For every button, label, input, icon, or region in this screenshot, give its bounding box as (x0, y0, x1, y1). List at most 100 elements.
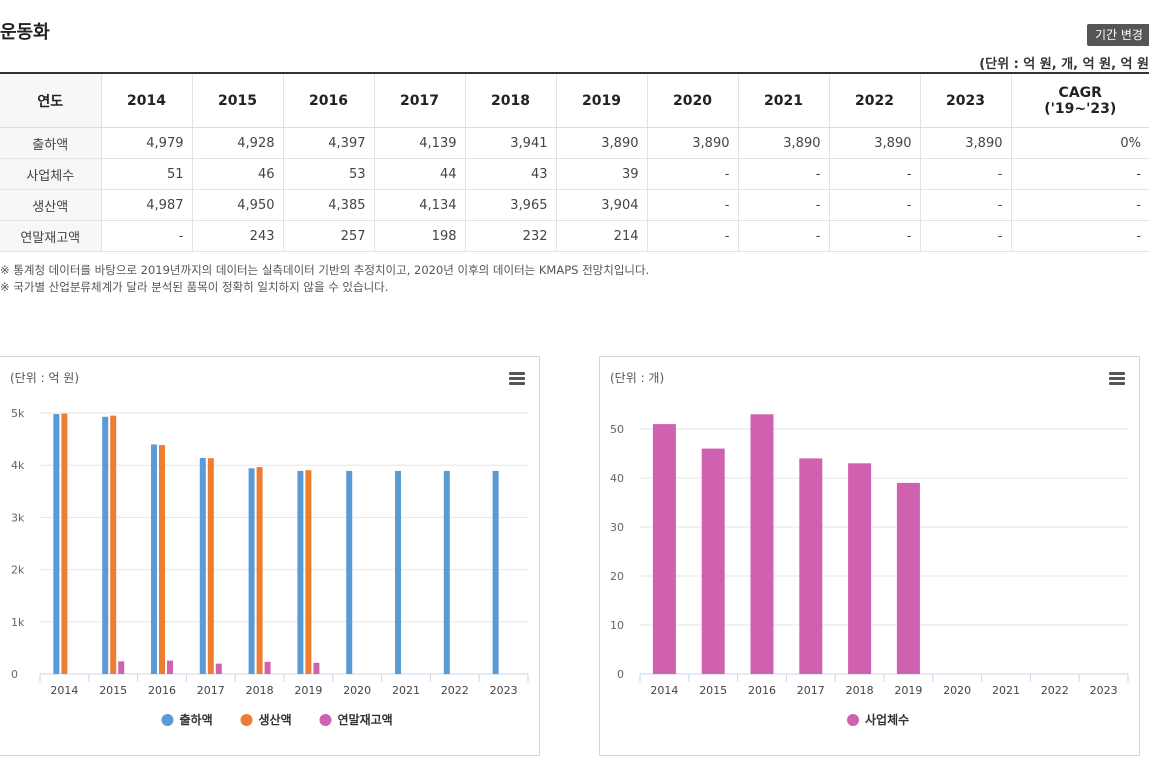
businesses-bar-chart: 0 10 20 30 40 50 2014 2015 2016 2017 2018 2019 2020 2… (610, 414, 1129, 727)
header-2019: 2019 (555, 73, 647, 128)
bar-출하액-2015 (102, 416, 109, 674)
table-cell: 44 (373, 158, 465, 190)
table-cell: 4,134 (373, 189, 465, 221)
table-cell: - (828, 158, 920, 190)
table-cell: - (646, 189, 738, 221)
header-cagr: CAGR ('19~'23) (1010, 73, 1149, 128)
legend-marker-circle (847, 714, 859, 726)
row-label: 연말재고액 (0, 220, 101, 252)
cagr-cell: - (1010, 189, 1149, 221)
table-cell: 51 (100, 158, 192, 190)
table-cell: 4,928 (191, 127, 283, 159)
legend-item: 연말재고액 (338, 712, 393, 727)
x-tick-label: 2020 (343, 684, 371, 697)
bar-사업체수-2019 (896, 482, 920, 674)
legend-marker-circle (240, 714, 253, 726)
bar-사업체수-2018 (848, 463, 872, 674)
x-tick-label: 2019 (294, 684, 322, 697)
table-cell: - (737, 158, 829, 190)
header-2021: 2021 (737, 73, 829, 128)
table-cell: 4,987 (100, 189, 192, 221)
x-tick-label: 2019 (894, 684, 922, 697)
amount-bar-chart: 0 1k 2k 3k 4k 5k 2014 2015 2016 2017 2018 2019 2020 2… (11, 407, 529, 727)
businesses-chart-panel: (단위 : 개) 0 10 20 30 40 50 2014 2015 2016 2017 2018… (599, 356, 1140, 756)
legend-item: 사업체수 (865, 712, 909, 727)
x-tick-label: 2021 (392, 684, 420, 697)
y-tick-label: 3k (11, 511, 25, 524)
header-2020: 2020 (646, 73, 738, 128)
table-cell: - (919, 158, 1011, 190)
y-tick-label: 4k (11, 459, 25, 472)
table-cell: - (100, 220, 192, 252)
bar-사업체수-2016 (750, 414, 774, 674)
table-cell: 3,890 (646, 127, 738, 159)
y-tick-label: 0 (617, 668, 624, 681)
y-tick-label: 1k (11, 616, 25, 629)
y-tick-label: 0 (11, 668, 18, 681)
table-cell: - (737, 189, 829, 221)
legend-item: 출하액 (180, 712, 213, 727)
table-row: 생산액 4,987 4,950 4,385 4,134 3,965 3,904- - - - - (0, 189, 1149, 221)
table-cell: - (919, 189, 1011, 221)
x-tick-label: 2018 (246, 684, 274, 697)
table-cell: 198 (373, 220, 465, 252)
footnote-classification: ※ 국가별 산업분류체계가 달라 분석된 품목이 정확히 일치하지 않을 수 있… (0, 280, 389, 294)
bar-연말재고액-2018 (264, 661, 271, 674)
row-label: 생산액 (0, 189, 101, 221)
bar-생산액-2017 (207, 458, 214, 674)
table-cell: 4,397 (282, 127, 374, 159)
legend-marker-circle (319, 714, 332, 726)
table-cell: 46 (191, 158, 283, 190)
x-tick-label: 2021 (992, 684, 1020, 697)
unit-label: (단위 : 억 원, 개, 억 원, 억 원 (979, 57, 1149, 72)
businesses-chart-unit-label: (단위 : 개) (610, 371, 665, 385)
table-cell: 3,890 (828, 127, 920, 159)
table-cell: 3,904 (555, 189, 647, 221)
change-period-button[interactable]: 기간 변경 (1087, 24, 1149, 46)
bar-생산액-2019 (305, 470, 312, 674)
x-tick-label: 2018 (846, 684, 874, 697)
bar-출하액-2023 (492, 470, 499, 674)
header-year: 연도 (0, 73, 101, 128)
x-tick-label: 2022 (441, 684, 469, 697)
cagr-cell: 0% (1010, 127, 1149, 159)
hamburger-menu-icon[interactable] (1109, 372, 1125, 385)
table-cell: 4,385 (282, 189, 374, 221)
amount-chart-unit-label: (단위 : 억 원) (10, 371, 80, 385)
y-tick-label: 2k (11, 564, 25, 577)
footnotes: ※ 통계청 데이터를 바탕으로 2019년까지의 데이터는 실측데이터 기반의 … (0, 262, 649, 296)
y-tick-label: 40 (610, 472, 624, 485)
x-tick-label: 2020 (943, 684, 971, 697)
header-2022: 2022 (828, 73, 920, 128)
bar-사업체수-2015 (701, 448, 725, 674)
bar-출하액-2019 (297, 470, 304, 674)
y-tick-label: 5k (11, 407, 25, 420)
footnote-source: ※ 통계청 데이터를 바탕으로 2019년까지의 데이터는 실측데이터 기반의 … (0, 263, 650, 277)
table-cell: - (919, 220, 1011, 252)
bar-생산액-2014 (61, 413, 68, 674)
bar-사업체수-2017 (799, 458, 823, 674)
x-tick-label: 2015 (699, 684, 727, 697)
table-cell: - (646, 158, 738, 190)
bar-출하액-2014 (53, 414, 60, 674)
bar-사업체수-2014 (652, 424, 676, 674)
table-header-row: 연도 2014 2015 2016 2017 2018 2019 2020 20… (0, 73, 1149, 128)
hamburger-menu-icon[interactable] (509, 372, 525, 385)
table-cell: 243 (191, 220, 283, 252)
bar-생산액-2018 (256, 467, 263, 674)
row-label: 출하액 (0, 127, 101, 159)
y-tick-label: 50 (610, 423, 624, 436)
table-cell: - (828, 189, 920, 221)
table-cell: 3,941 (464, 127, 556, 159)
x-tick-label: 2016 (148, 684, 176, 697)
header-2015: 2015 (191, 73, 283, 128)
bar-출하액-2016 (151, 444, 157, 674)
header-2016: 2016 (282, 73, 374, 128)
header-2017: 2017 (373, 73, 465, 128)
table-cell: - (737, 220, 829, 252)
table-cell: 4,979 (100, 127, 192, 159)
header-2023: 2023 (919, 73, 1011, 128)
x-tick-label: 2023 (490, 684, 518, 697)
bar-출하액-2020 (346, 470, 353, 674)
y-tick-label: 30 (610, 521, 624, 534)
